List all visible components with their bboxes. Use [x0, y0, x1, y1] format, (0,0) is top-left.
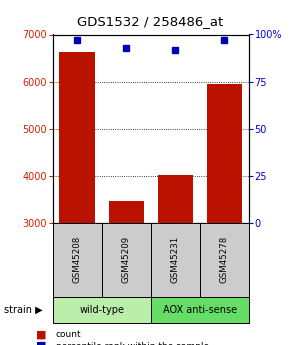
Text: strain ▶: strain ▶ [4, 305, 43, 315]
Text: GDS1532 / 258486_at: GDS1532 / 258486_at [77, 16, 223, 29]
Bar [59, 52, 95, 223]
Text: AOX anti-sense: AOX anti-sense [163, 305, 237, 315]
Text: GSM45231: GSM45231 [171, 236, 180, 283]
Text: ■: ■ [36, 341, 46, 345]
Bar [109, 201, 144, 223]
Bar [158, 175, 193, 223]
Text: GSM45208: GSM45208 [73, 236, 82, 283]
Text: count: count [56, 330, 81, 339]
Bar [207, 84, 242, 223]
Text: GSM45209: GSM45209 [122, 236, 131, 283]
Text: GSM45278: GSM45278 [220, 236, 229, 283]
Text: percentile rank within the sample: percentile rank within the sample [56, 342, 208, 345]
Text: ■: ■ [36, 330, 46, 339]
Text: wild-type: wild-type [79, 305, 124, 315]
